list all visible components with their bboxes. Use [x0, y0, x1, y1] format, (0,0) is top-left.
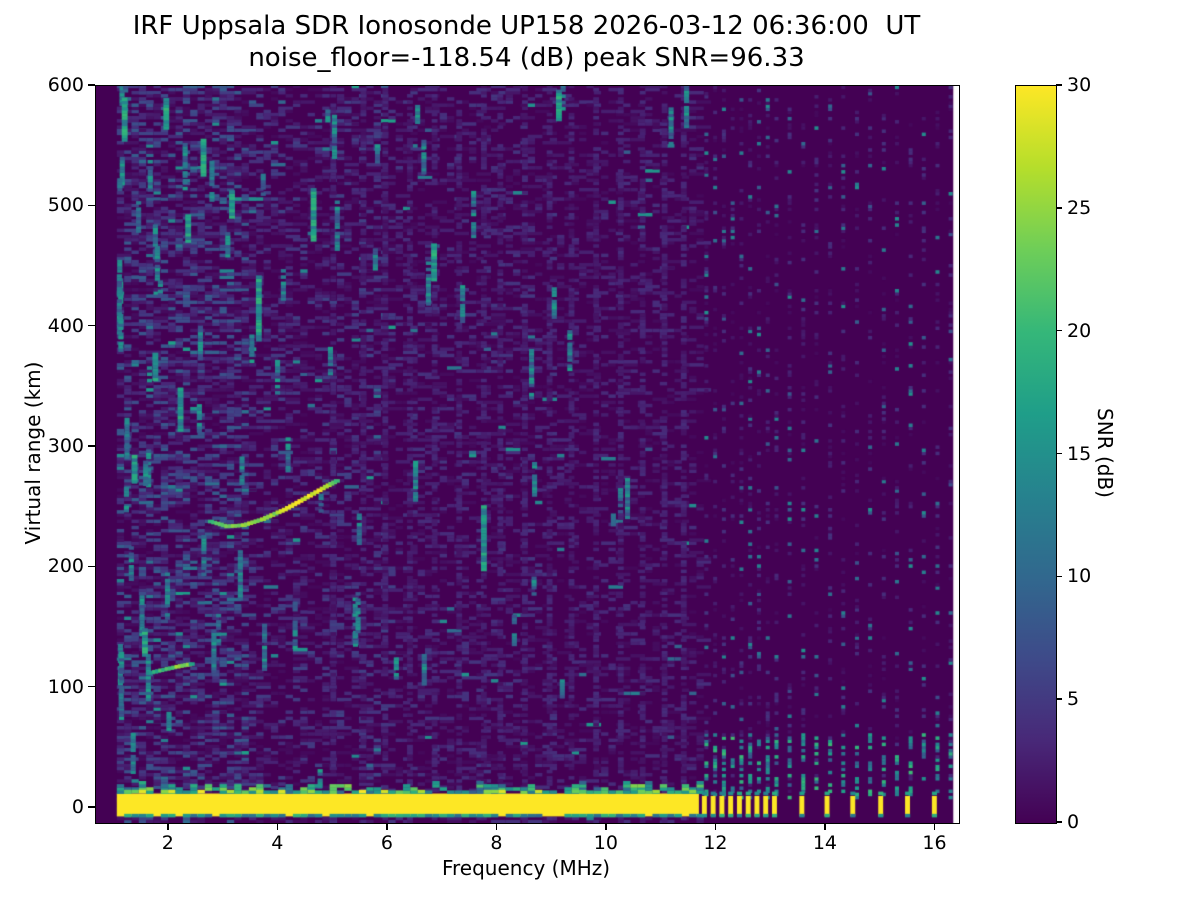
y-tick-label: 400: [47, 314, 84, 337]
y-tick-mark: [88, 806, 95, 808]
colorbar: [1015, 85, 1057, 824]
x-tick-label: 4: [271, 832, 284, 854]
colorbar-tick-mark: [1056, 452, 1062, 455]
colorbar-tick-label: 0: [1067, 811, 1080, 833]
x-tick-label: 2: [161, 832, 174, 854]
y-tick-mark: [88, 685, 95, 688]
y-tick-label: 100: [47, 675, 84, 698]
colorbar-tick-label: 15: [1067, 442, 1092, 465]
y-tick-mark: [88, 324, 95, 327]
x-tick-mark: [714, 823, 717, 830]
y-tick-label: 600: [47, 74, 84, 96]
x-tick-label: 12: [703, 832, 728, 854]
y-tick-label: 0: [71, 795, 84, 818]
colorbar-tick-mark: [1056, 207, 1062, 209]
colorbar-tick-mark: [1056, 821, 1062, 823]
x-tick-label: 14: [812, 832, 838, 854]
colorbar-tick-mark: [1056, 575, 1062, 578]
x-tick-label: 10: [593, 832, 618, 854]
x-tick-mark: [276, 823, 279, 830]
x-tick-mark: [605, 823, 607, 830]
y-tick-label: 500: [47, 194, 84, 217]
colorbar-tick-label: 25: [1067, 196, 1092, 219]
colorbar-label: SNR (dB): [1093, 408, 1117, 498]
x-tick-mark: [386, 823, 388, 830]
colorbar-tick-mark: [1056, 698, 1062, 700]
plot-area: [95, 85, 960, 824]
y-tick-mark: [88, 565, 95, 568]
x-tick-label: 8: [490, 832, 503, 854]
y-tick-label: 300: [47, 434, 84, 457]
ionogram-heatmap-canvas: [96, 86, 959, 823]
chart-subtitle: noise_floor=-118.54 (dB) peak SNR=96.33: [248, 43, 805, 73]
x-tick-mark: [824, 823, 826, 830]
x-tick-mark: [167, 823, 169, 830]
y-tick-mark: [88, 84, 95, 86]
x-tick-label: 16: [922, 832, 947, 854]
x-axis-label: Frequency (MHz): [441, 856, 611, 880]
y-tick-mark: [88, 204, 95, 207]
x-tick-mark: [495, 823, 498, 830]
y-tick-label: 200: [47, 555, 84, 578]
x-tick-label: 6: [380, 832, 393, 854]
colorbar-tick-mark: [1056, 329, 1062, 332]
y-axis-label: Virtual range (km): [21, 361, 45, 545]
title-block: IRF Uppsala SDR Ionosonde UP158 2026-03-…: [95, 10, 958, 74]
colorbar-tick-label: 30: [1067, 74, 1092, 96]
colorbar-tick-label: 20: [1067, 319, 1092, 342]
colorbar-tick-label: 5: [1067, 688, 1080, 711]
colorbar-tick-label: 10: [1067, 565, 1092, 588]
x-tick-mark: [933, 823, 936, 830]
chart-title: IRF Uppsala SDR Ionosonde UP158 2026-03-…: [132, 11, 921, 41]
y-tick-mark: [88, 445, 95, 447]
colorbar-tick-mark: [1056, 84, 1062, 86]
